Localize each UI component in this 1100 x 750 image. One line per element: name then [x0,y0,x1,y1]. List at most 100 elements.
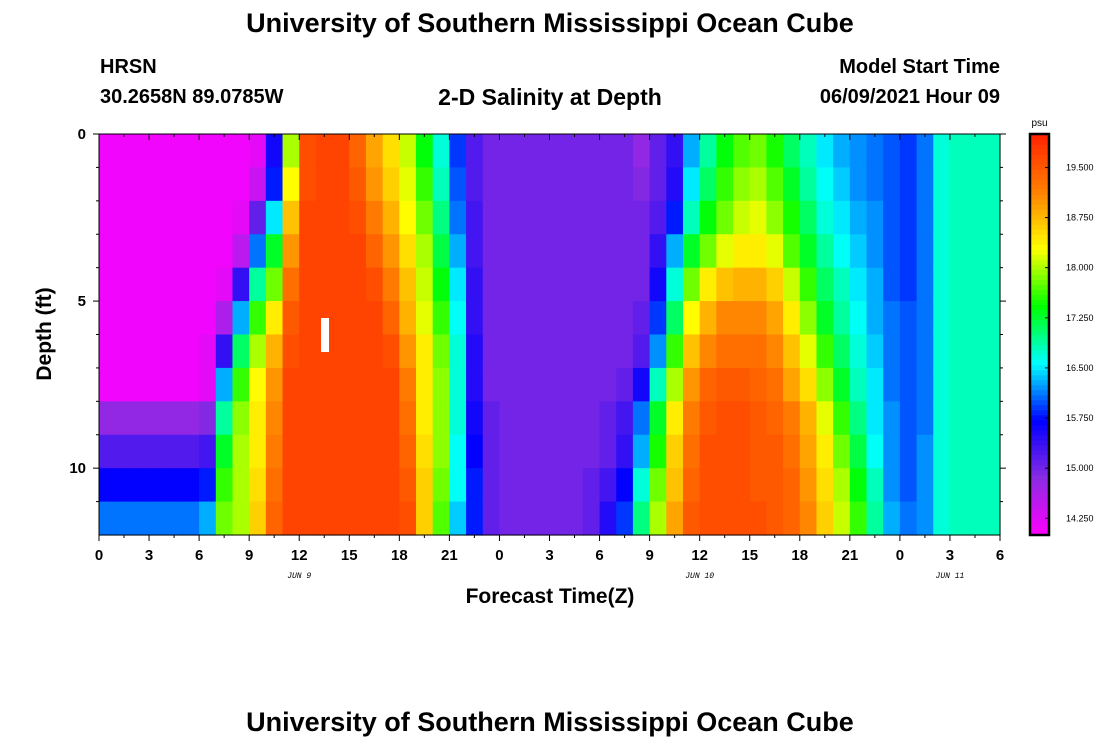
colorbar-segment [1030,314,1049,321]
heatmap-cell [966,200,984,235]
heatmap-cell [449,200,467,235]
heatmap-cell [449,501,467,536]
heatmap-cell [649,468,667,503]
heatmap-cell [466,367,484,402]
heatmap-cell [165,234,184,269]
colorbar-segment [1030,224,1049,230]
heatmap-cell [549,501,567,536]
heatmap-cell [99,367,117,402]
colorbar-segment [1030,134,1049,140]
heatmap-cell [649,401,667,436]
heatmap-cell [215,200,234,235]
heatmap-cell [365,167,384,202]
heatmap-cell [716,267,734,302]
heatmap-cell [766,401,784,436]
heatmap-cell [249,367,267,402]
heatmap-cell [165,501,184,536]
station-coordinates: 30.2658N 89.0785W [100,86,284,108]
heatmap-cell [549,267,567,302]
colorbar-segment [1030,279,1049,285]
heatmap-cell [916,301,934,336]
heatmap-cell [516,167,534,202]
heatmap-cell [566,234,584,269]
heatmap-cell [582,501,601,536]
heatmap-cell [933,367,951,402]
heatmap-cell [332,401,350,436]
heatmap-cell [499,234,517,269]
heatmap-cell [833,401,851,436]
colorbar-segment [1030,324,1049,331]
colorbar-segment [1030,184,1049,190]
heatmap-cell [232,501,250,536]
heatmap-cell [799,334,818,369]
colorbar-segment [1030,149,1049,155]
heatmap-cell [966,334,984,369]
x-tick-label: 12 [691,547,708,564]
heatmap-cell [983,167,1001,202]
heatmap-cell [315,267,334,302]
heatmap-cell [549,200,567,235]
heatmap-cell [899,200,918,235]
heatmap-cell [966,401,984,436]
heatmap-cell [332,234,350,269]
heatmap-cell [632,434,651,469]
heatmap-cell [582,401,601,436]
heatmap-cell [149,501,167,536]
heatmap-cell [599,367,617,402]
heatmap-cell [799,301,818,336]
heatmap-cell [382,401,400,436]
heatmap-cell [249,134,267,169]
colorbar-segment [1030,359,1049,366]
heatmap-cell [365,134,384,169]
heatmap-cell [883,401,901,436]
heatmap-cell [115,167,133,202]
x-tick-label: 21 [441,547,458,564]
x-tick-label: 3 [145,547,153,564]
heatmap-cell [332,367,350,402]
heatmap-cell [833,234,851,269]
heatmap-cell [232,267,250,302]
heatmap-cell [816,167,834,202]
heatmap-cell [215,401,234,436]
heatmap-cell [883,501,901,536]
heatmap-cell [132,267,150,302]
heatmap-cell [916,167,934,202]
heatmap-cell [799,200,818,235]
heatmap-cell [265,434,284,469]
heatmap-cell [432,401,450,436]
colorbar-segment [1030,229,1049,235]
heatmap-cell [849,468,868,503]
heatmap-cell [265,134,284,169]
heatmap-cell [716,401,734,436]
heatmap-cell [716,367,734,402]
colorbar-frame [1028,132,1051,537]
heatmap-cell [516,334,534,369]
heatmap-cell [349,200,367,235]
heatmap-cell [99,200,117,235]
heatmap-cell [566,367,584,402]
heatmap-cell [365,234,384,269]
heatmap-cell [916,334,934,369]
heatmap-cell [582,267,601,302]
colorbar-segment [1030,474,1049,481]
heatmap-cell [632,301,651,336]
heatmap-cell [115,401,133,436]
heatmap-cell [199,200,217,235]
heatmap-cell [816,200,834,235]
colorbar-segment [1030,409,1049,416]
heatmap-cell [399,401,417,436]
heatmap-cell [132,200,150,235]
date-label: JUN 11 [936,572,965,581]
colorbar-tick-label: 14.250 [1066,513,1094,523]
heatmap-cell [466,234,484,269]
heatmap-cell [199,367,217,402]
heatmap-cell [749,301,768,336]
heatmap-cell [332,434,350,469]
heatmap-cell [416,468,434,503]
heatmap-cell [449,334,467,369]
heatmap-cell [949,401,968,436]
x-tick-label: 6 [595,547,603,564]
heatmap-cell [566,434,584,469]
heatmap-cell [382,434,400,469]
heatmap-cell [516,267,534,302]
